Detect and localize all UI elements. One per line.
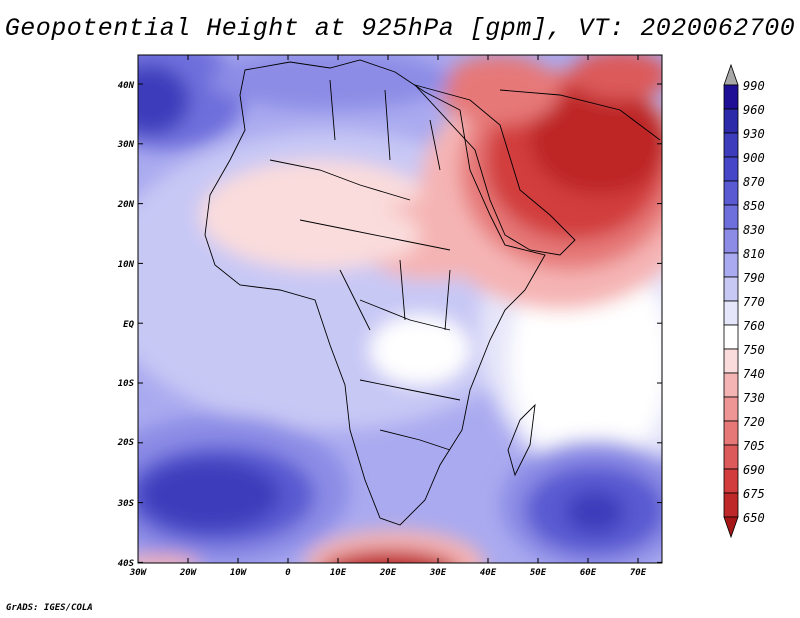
colorbar-under-arrow (723, 516, 739, 539)
colorbar-segment (723, 252, 739, 278)
lat-label: 30N (117, 140, 135, 150)
colorbar-label: 705 (743, 439, 765, 453)
axis-ticks (137, 55, 662, 563)
colorbar-label: 770 (743, 295, 765, 309)
coastlines (204, 59, 661, 526)
colorbar-segment (723, 180, 739, 206)
colorbar-label: 750 (743, 343, 765, 357)
colorbar-segment (723, 228, 739, 254)
lat-label: EQ (123, 320, 134, 330)
longitude-labels: 30W 20W 10W 0 10E 20E 30E 40E 50E 60E 70… (129, 568, 647, 578)
colorbar-label: 870 (743, 175, 765, 189)
lon-label: 60E (580, 568, 597, 578)
colorbar-label: 850 (743, 199, 765, 213)
colorbar-segment (723, 276, 739, 302)
colorbar-over-arrow (723, 63, 739, 86)
colorbar-label: 990 (743, 79, 765, 93)
colorbar-label: 930 (743, 127, 765, 141)
colorbar-label: 690 (743, 463, 765, 477)
colorbar-label: 830 (743, 223, 765, 237)
lat-label: 40S (118, 559, 135, 569)
lat-label: 20S (117, 438, 135, 448)
colorbar-segment (723, 396, 739, 422)
lon-label: 10W (230, 568, 248, 578)
colorbar-label: 675 (743, 487, 765, 501)
colorbar-label: 740 (743, 367, 765, 381)
colorbar-segment (723, 444, 739, 470)
colorbar-label: 790 (743, 271, 765, 285)
lon-label: 20W (179, 568, 198, 578)
colorbar-label: 720 (743, 415, 765, 429)
lon-label: 70E (630, 568, 647, 578)
colorbar-segment (723, 468, 739, 494)
colorbar-segment (723, 84, 739, 110)
colorbar-segment (723, 204, 739, 230)
lat-label: 20N (117, 200, 135, 210)
lon-label: 30W (129, 568, 148, 578)
colorbar-label: 900 (743, 151, 765, 165)
colorbar-segment (723, 324, 739, 350)
colorbar-segment (723, 108, 739, 134)
colorbar-segment (723, 372, 739, 398)
height-field (138, 55, 662, 563)
colorbar-label: 810 (743, 247, 765, 261)
colorbar-segment (723, 300, 739, 326)
lon-label: 40E (480, 568, 497, 578)
lon-label: 20E (379, 568, 397, 578)
colorbar-label: 650 (743, 511, 765, 525)
colorbar-segment (723, 348, 739, 374)
colorbar-label: 730 (743, 391, 765, 405)
colorbar-segment (723, 420, 739, 446)
lat-label: 10S (118, 379, 135, 389)
credit-text: GrADS: IGES/COLA (6, 603, 93, 613)
colorbar-segment (723, 156, 739, 182)
lon-label: 0 (285, 568, 291, 578)
plot-frame (137, 54, 663, 564)
lat-label: 40N (118, 81, 135, 91)
colorbar-segment (723, 132, 739, 158)
lat-label: 10N (118, 260, 135, 270)
colorbar-label: 960 (743, 103, 765, 117)
map-title: Geopotential Height at 925hPa [gpm], VT:… (4, 14, 796, 43)
colorbar-segment (723, 492, 739, 518)
colorbar-label: 760 (743, 319, 765, 333)
lon-label: 50E (530, 568, 547, 578)
lon-label: 10E (330, 568, 347, 578)
latitude-labels: 40N 30N 20N 10N EQ 10S 20S 30S 40S (117, 81, 135, 569)
colorbar (723, 63, 739, 539)
colorbar-labels: 990 960 930 900 870 850 830 810 790 770 … (743, 79, 765, 525)
lon-label: 30E (429, 568, 447, 578)
lat-label: 30S (117, 499, 135, 509)
